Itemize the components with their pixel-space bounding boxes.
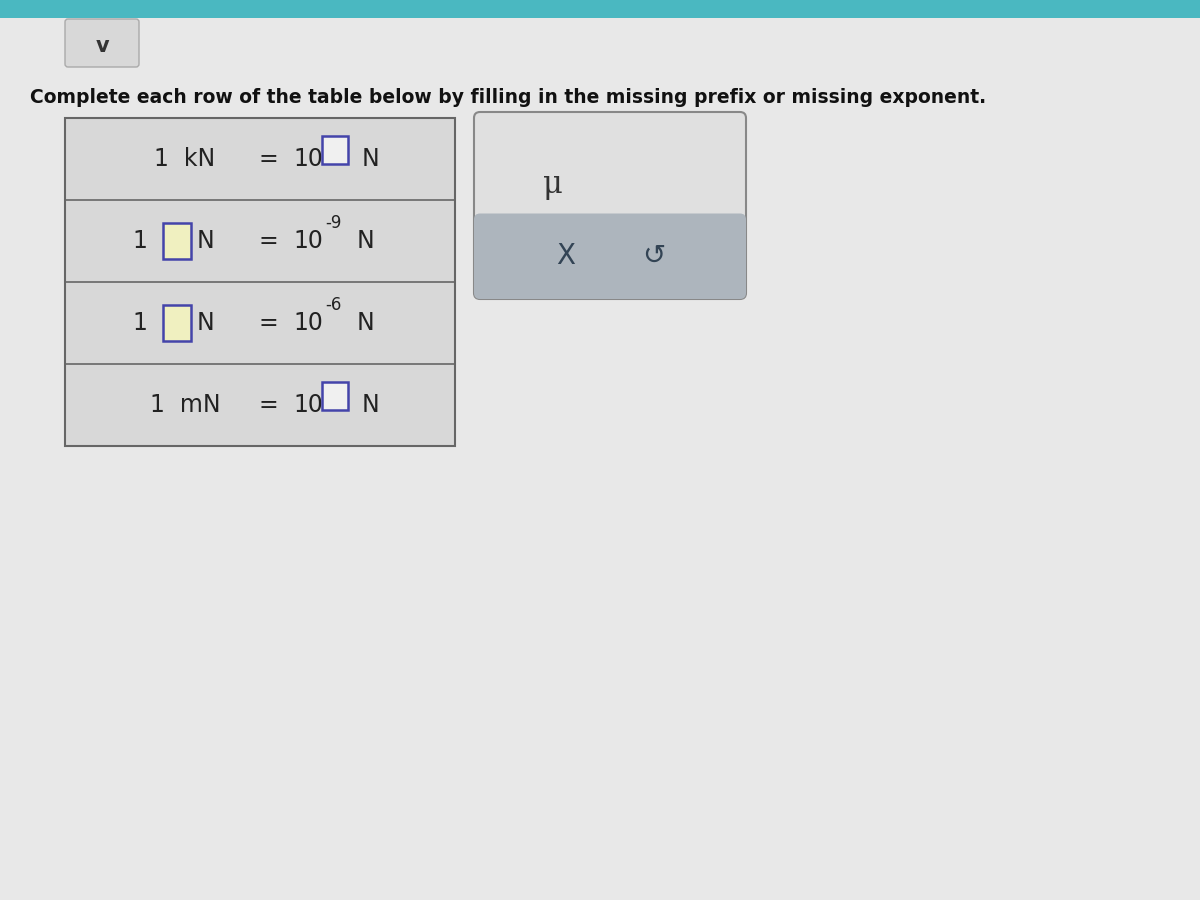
Text: X: X bbox=[557, 242, 575, 270]
Text: 1  kN: 1 kN bbox=[155, 147, 216, 171]
Text: μ: μ bbox=[542, 169, 563, 200]
Text: =: = bbox=[258, 393, 278, 417]
Text: 10: 10 bbox=[293, 229, 323, 253]
Text: 1: 1 bbox=[132, 229, 148, 253]
Text: N: N bbox=[358, 311, 374, 335]
Text: N: N bbox=[362, 147, 379, 171]
Text: =: = bbox=[258, 311, 278, 335]
Text: N: N bbox=[362, 393, 379, 417]
Bar bbox=[481, 220, 739, 292]
Bar bbox=[163, 223, 191, 259]
Text: v: v bbox=[95, 36, 109, 56]
Text: 10: 10 bbox=[293, 147, 323, 171]
FancyBboxPatch shape bbox=[65, 19, 139, 67]
Text: Complete each row of the table below by filling in the missing prefix or missing: Complete each row of the table below by … bbox=[30, 88, 986, 107]
Text: =: = bbox=[258, 147, 278, 171]
Text: N: N bbox=[358, 229, 374, 253]
Text: 10: 10 bbox=[293, 311, 323, 335]
Text: 10: 10 bbox=[293, 393, 323, 417]
Text: -9: -9 bbox=[325, 214, 341, 232]
Text: 1  mN: 1 mN bbox=[150, 393, 221, 417]
Bar bbox=[0, 0, 1200, 18]
Bar bbox=[322, 382, 348, 410]
FancyBboxPatch shape bbox=[474, 213, 746, 299]
Text: ↺: ↺ bbox=[642, 242, 666, 270]
Text: -6: -6 bbox=[325, 296, 341, 314]
Text: =: = bbox=[258, 229, 278, 253]
Bar bbox=[322, 136, 348, 164]
FancyBboxPatch shape bbox=[474, 112, 746, 299]
Text: 1: 1 bbox=[132, 311, 148, 335]
Text: N: N bbox=[197, 229, 215, 253]
Bar bbox=[65, 118, 455, 446]
Text: N: N bbox=[197, 311, 215, 335]
Bar bbox=[163, 305, 191, 341]
